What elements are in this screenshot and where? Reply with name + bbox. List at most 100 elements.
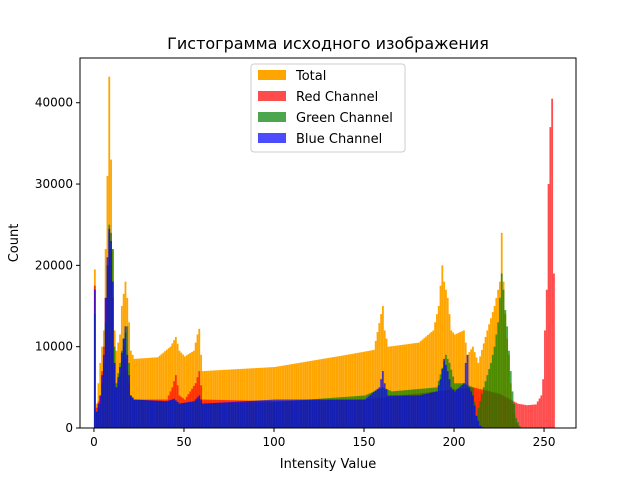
y-tick-label: 20000	[35, 258, 73, 272]
histogram-bar	[165, 401, 168, 428]
histogram-bar	[468, 387, 471, 428]
histogram-bar	[365, 398, 368, 428]
histogram-bar	[178, 350, 181, 428]
histogram-bar	[216, 402, 219, 428]
histogram-bar	[299, 362, 301, 428]
histogram-bar	[463, 330, 465, 428]
histogram-bar	[371, 350, 374, 428]
histogram-bar	[313, 399, 316, 428]
histogram-bar	[347, 399, 350, 428]
histogram-bar	[398, 395, 401, 428]
x-axis-label: Intensity Value	[280, 457, 376, 472]
histogram-bar	[209, 370, 211, 428]
histogram-bar	[243, 401, 246, 428]
histogram-bar	[526, 405, 528, 428]
histogram-bar	[252, 400, 255, 428]
histogram-bar	[93, 289, 96, 428]
histogram-bar	[446, 371, 449, 428]
histogram-bar	[228, 369, 231, 428]
histogram-bar	[149, 357, 152, 428]
histogram-bar	[254, 400, 256, 428]
histogram-bar	[400, 345, 402, 428]
legend: Total Red Channel Green Channel Blue Channe…	[250, 63, 406, 153]
histogram-bar	[535, 404, 537, 428]
histogram-bar	[254, 368, 256, 428]
histogram-bar	[268, 399, 271, 428]
histogram-bar	[230, 401, 233, 428]
histogram-bar	[223, 402, 226, 428]
histogram-bar	[385, 338, 388, 428]
histogram-bar	[342, 355, 345, 428]
histogram-bar	[324, 399, 327, 428]
histogram-bar	[400, 395, 402, 428]
histogram-bar	[135, 399, 138, 428]
histogram-bar	[282, 365, 285, 428]
histogram-bar	[286, 364, 289, 428]
histogram-bar	[248, 368, 251, 428]
histogram-bar	[183, 402, 186, 428]
histogram-bar	[382, 371, 384, 428]
y-tick-label: 0	[65, 421, 73, 435]
histogram-bar	[212, 402, 215, 428]
histogram-bar	[542, 379, 545, 428]
histogram-bar	[117, 377, 120, 428]
histogram-bar	[430, 331, 433, 428]
histogram-bar	[407, 344, 410, 428]
histogram-bar	[317, 399, 319, 428]
histogram-bar	[437, 385, 440, 428]
histogram-bar	[257, 367, 260, 428]
histogram-bar	[277, 366, 280, 428]
histogram-bar	[207, 403, 210, 428]
histogram-bar	[486, 375, 489, 428]
histogram-bar	[396, 345, 399, 428]
histogram-bar	[479, 425, 482, 428]
histogram-bar	[306, 361, 309, 428]
histogram-bar	[416, 342, 419, 428]
histogram-bar	[533, 404, 536, 428]
histogram-bar	[432, 392, 435, 428]
histogram-bar	[477, 420, 480, 428]
histogram-bar	[513, 403, 516, 428]
histogram-bar	[457, 388, 460, 428]
y-tick-label: 40000	[35, 96, 73, 110]
histogram-bar	[328, 399, 330, 428]
histogram-bar	[236, 369, 238, 428]
histogram-bar	[360, 399, 363, 428]
histogram-bar	[210, 370, 213, 428]
histogram-bar	[261, 400, 264, 428]
histogram-bar	[122, 338, 125, 428]
histogram-bar	[304, 361, 307, 428]
histogram-bar	[436, 314, 438, 428]
histogram-bar	[385, 389, 388, 428]
histogram-bar	[461, 331, 464, 428]
histogram-bar	[111, 281, 114, 428]
histogram-bar	[279, 366, 282, 428]
x-tick-label: 250	[533, 435, 556, 449]
histogram-bar	[306, 399, 309, 428]
histogram-bar	[311, 399, 314, 428]
histogram-bar	[328, 357, 330, 428]
histogram-bar	[189, 353, 192, 428]
histogram-bar	[237, 369, 240, 428]
histogram-bar	[454, 334, 456, 428]
histogram-bar	[203, 403, 206, 428]
histogram-bar	[524, 404, 527, 428]
histogram-bar	[380, 379, 383, 428]
histogram-bar	[160, 354, 163, 428]
histogram-bar	[495, 334, 498, 428]
histogram-bar	[326, 399, 328, 428]
histogram-bar	[115, 387, 118, 428]
histogram-bar	[322, 358, 325, 428]
histogram-bar	[338, 399, 341, 428]
histogram-bar	[459, 332, 462, 428]
histogram-bar	[340, 355, 343, 428]
histogram-bar	[185, 355, 188, 428]
histogram-bar	[272, 399, 274, 428]
histogram-bar	[450, 387, 453, 428]
histogram-bar	[146, 358, 148, 428]
histogram-bar	[101, 375, 103, 428]
histogram-bar	[380, 314, 383, 428]
histogram-bar	[284, 399, 287, 428]
histogram-bar	[281, 399, 283, 428]
histogram-bar	[140, 399, 143, 428]
